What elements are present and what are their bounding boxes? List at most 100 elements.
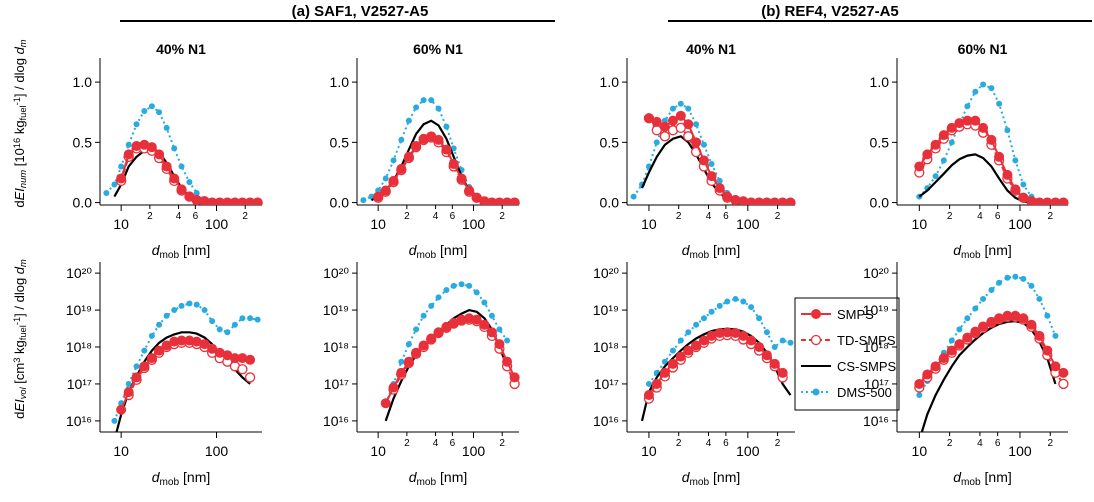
x-tick-label: 2: [499, 211, 505, 222]
x-tick-label: 6: [450, 438, 456, 449]
data-point: [708, 161, 715, 168]
data-point: [207, 197, 218, 205]
x-tick-label: 2: [1047, 438, 1053, 449]
data-point: [448, 159, 459, 170]
data-point: [103, 189, 110, 196]
x-tick-label: 10: [912, 443, 928, 459]
x-axis-label: dmob [nm]: [682, 469, 741, 488]
data-point: [418, 133, 429, 144]
data-point: [922, 369, 933, 380]
x-tick-label: 2: [775, 211, 781, 222]
data-point: [413, 104, 420, 111]
data-point: [141, 347, 148, 354]
x-tick-label: 6: [450, 211, 456, 222]
x-axis-label: dmob [nm]: [152, 469, 211, 488]
data-point: [1034, 330, 1045, 341]
data-point: [922, 149, 933, 160]
label-part: mob: [961, 250, 981, 261]
data-point: [691, 340, 702, 351]
data-point: [914, 161, 925, 172]
data-point: [659, 121, 670, 132]
data-point: [209, 318, 216, 325]
data-point: [972, 88, 979, 95]
data-point: [970, 326, 981, 337]
data-point: [176, 335, 187, 346]
data-point: [411, 347, 422, 358]
label-part: m: [18, 259, 28, 267]
data-point: [441, 144, 452, 155]
data-point: [191, 336, 202, 347]
panel-title: 40% N1: [156, 41, 206, 57]
label-part: EI: [12, 188, 27, 201]
data-point: [448, 317, 459, 328]
data-point: [464, 313, 475, 324]
data-point: [360, 197, 367, 204]
panel: 10¹⁶ 10¹⁷ 10¹⁸ 10¹⁹ 10²⁰ 10 2 4 6 100 2 dmob [nm]: [323, 262, 520, 488]
label-part: mob: [690, 477, 710, 488]
label-part: mob: [690, 250, 710, 261]
data-point: [994, 151, 1005, 162]
data-point: [677, 337, 684, 344]
x-tick-label: 10: [370, 216, 386, 232]
plot-area: [360, 97, 520, 205]
label-part: fuel: [18, 325, 28, 340]
x-axis-label: dmob [nm]: [953, 469, 1012, 488]
x-tick-label: 10: [113, 443, 129, 459]
data-point: [1010, 310, 1021, 321]
x-tick-label: 100: [205, 443, 229, 459]
data-point: [111, 181, 118, 188]
data-point: [494, 339, 505, 350]
data-point: [413, 326, 420, 333]
plot-area: [111, 300, 261, 432]
x-axis-label: dmob [nm]: [682, 242, 741, 261]
data-point: [1026, 319, 1037, 330]
data-point: [1012, 273, 1019, 280]
y-tick-label: 10¹⁸: [323, 339, 349, 355]
data-point: [691, 137, 702, 148]
y-tick-label: 0.5: [870, 134, 890, 150]
data-point: [675, 110, 686, 121]
data-point: [450, 145, 457, 152]
data-point: [133, 363, 140, 370]
data-point: [405, 117, 412, 124]
data-point: [653, 139, 660, 146]
data-point: [700, 315, 707, 322]
data-point: [1026, 196, 1037, 205]
data-point: [714, 327, 725, 338]
x-tick-label: 4: [977, 211, 983, 222]
y-tick-label: 10¹⁹: [863, 302, 889, 318]
data-point: [1050, 361, 1061, 372]
data-point: [693, 121, 700, 128]
data-point: [237, 364, 248, 375]
data-point: [161, 161, 172, 172]
data-point: [930, 139, 941, 150]
data-point: [994, 313, 1005, 324]
data-point: [1036, 295, 1043, 302]
y-tick-label: 1.0: [600, 74, 620, 90]
x-tick-label: 100: [462, 443, 486, 459]
x-tick-label: 6: [193, 211, 199, 222]
data-point: [754, 342, 765, 352]
data-point: [643, 390, 654, 401]
label-part: EI: [12, 399, 27, 412]
x-tick-label: 2: [676, 438, 682, 449]
data-point: [716, 302, 723, 309]
plot-area: [640, 295, 794, 422]
label-part: mob: [417, 477, 437, 488]
data-point: [504, 337, 511, 344]
data-point: [154, 149, 165, 160]
data-point: [373, 191, 384, 202]
x-tick-label: 4: [176, 211, 182, 222]
data-point: [456, 173, 467, 184]
data-point: [651, 116, 662, 127]
data-point: [667, 358, 678, 369]
label-part: d: [409, 242, 418, 258]
data-point: [466, 282, 473, 289]
data-point: [123, 149, 134, 160]
data-point: [700, 141, 707, 148]
data-point: [748, 304, 755, 311]
data-point: [708, 308, 715, 315]
data-point: [473, 289, 480, 296]
data-point: [420, 312, 427, 319]
data-point: [390, 157, 397, 164]
